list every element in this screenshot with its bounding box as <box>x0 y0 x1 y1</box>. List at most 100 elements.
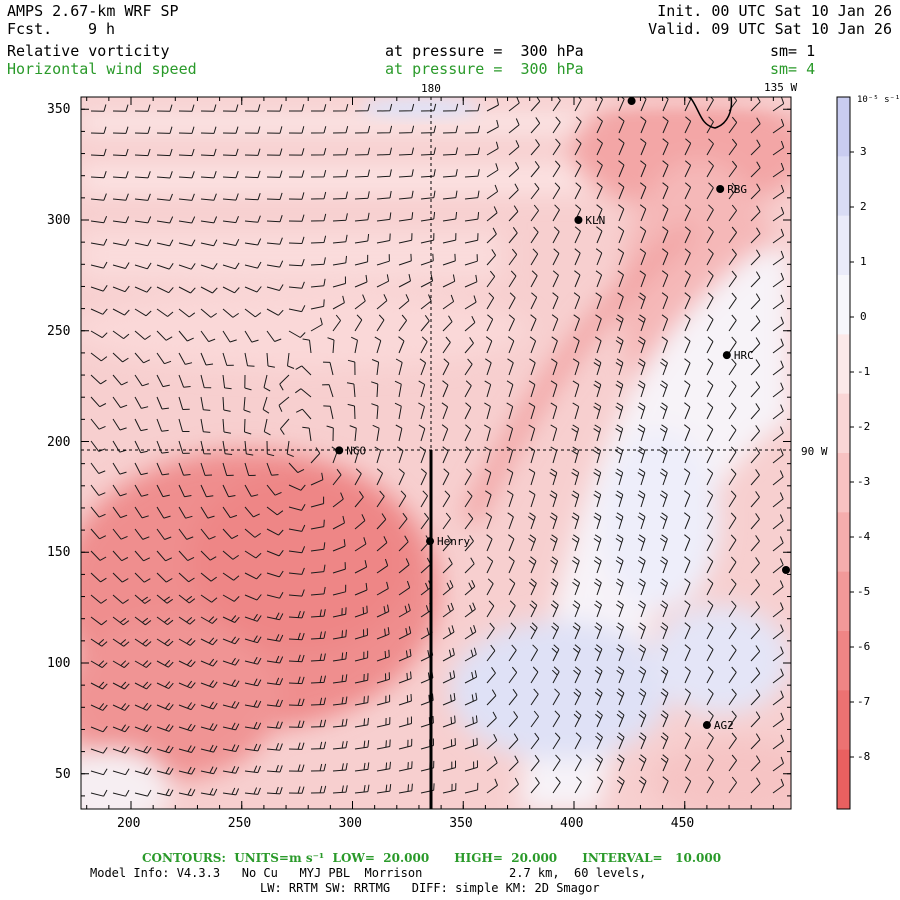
wind-barb <box>90 660 108 669</box>
wind-barb <box>420 211 436 222</box>
wind-barb <box>442 580 454 596</box>
wind-barb <box>706 292 714 310</box>
wind-barb <box>266 126 283 134</box>
wind-barb <box>222 440 233 455</box>
wind-barb <box>288 654 305 663</box>
wind-barb <box>660 666 669 684</box>
wind-barb <box>266 440 275 457</box>
wind-barb <box>662 226 669 244</box>
wind-barb <box>684 402 691 420</box>
wind-barb <box>134 550 151 562</box>
wind-barb <box>156 374 170 388</box>
wind-barb <box>572 358 580 376</box>
wind-barb <box>419 358 427 376</box>
meridian-right-label: 135 W <box>764 81 798 94</box>
wind-barb <box>178 788 196 797</box>
wind-barb <box>376 761 391 772</box>
wind-barb <box>464 535 474 552</box>
wind-barb <box>420 315 430 332</box>
wind-barb <box>506 424 514 442</box>
wind-barb <box>420 512 430 530</box>
wind-barb <box>706 424 714 442</box>
wind-barb <box>772 624 784 640</box>
wind-barb <box>616 622 624 640</box>
wind-barb <box>156 745 174 754</box>
wind-barb <box>244 286 262 293</box>
wind-barb <box>684 138 692 156</box>
wind-barb <box>772 360 784 376</box>
wind-barb <box>156 528 172 540</box>
plot-frame <box>80 96 792 810</box>
wind-barb <box>442 760 456 772</box>
wind-barb <box>398 336 405 354</box>
wind-barb <box>574 754 582 772</box>
wind-barb <box>750 381 761 398</box>
wind-barb <box>354 582 368 596</box>
wind-barb <box>485 336 493 354</box>
wind-barb <box>420 274 434 288</box>
wind-barb <box>772 404 784 420</box>
wind-barb <box>464 147 480 156</box>
wind-barb <box>244 550 262 559</box>
wind-barb <box>398 490 407 508</box>
wind-barb <box>222 308 239 318</box>
wind-barb <box>311 104 327 112</box>
wind-barb <box>266 786 283 795</box>
wind-barb <box>134 216 152 224</box>
wind-barb <box>266 462 279 476</box>
wind-barb <box>662 97 669 112</box>
wind-barb <box>266 308 284 316</box>
wind-barb <box>442 169 458 178</box>
wind-barb <box>549 512 558 530</box>
wind-barb <box>750 97 761 112</box>
wind-barb <box>684 578 691 596</box>
wind-barb <box>728 402 737 420</box>
wind-barb <box>332 763 348 772</box>
station-markers: RBG KLN HRC NCO Henry AG2 <box>335 97 790 732</box>
wind-barb <box>728 534 737 552</box>
wind-barb <box>617 270 624 288</box>
wind-barb <box>376 468 384 486</box>
wind-barb <box>464 692 478 706</box>
wind-barb <box>464 402 472 420</box>
wind-barb <box>508 622 517 640</box>
wind-barb <box>728 358 737 376</box>
field2-smoothing: sm= 4 <box>770 60 816 78</box>
wind-barb <box>178 723 196 732</box>
wind-barb <box>376 649 390 662</box>
wind-barb <box>90 768 108 776</box>
wind-barb <box>332 191 348 200</box>
wind-barb <box>112 703 130 711</box>
wind-barb <box>266 591 284 599</box>
wind-barb <box>508 666 518 684</box>
wind-barb <box>156 330 173 341</box>
wind-barb <box>178 126 195 134</box>
wind-barb <box>332 515 345 530</box>
wind-barb <box>398 535 409 552</box>
wind-barb <box>574 138 582 156</box>
field2-level: at pressure = 300 hPa <box>385 60 584 78</box>
wind-barb <box>302 426 312 442</box>
wind-barb <box>549 490 558 508</box>
wind-barb <box>573 314 580 332</box>
wind-barb <box>442 147 458 156</box>
wind-barb <box>244 126 261 134</box>
y-tick-label: 300 <box>47 213 71 228</box>
wind-barb <box>200 263 218 270</box>
wind-barb <box>398 558 410 574</box>
wind-barb <box>637 424 646 442</box>
wind-barb <box>596 116 603 134</box>
wind-barb <box>112 594 129 604</box>
wind-barb <box>464 103 481 112</box>
wind-barb <box>266 506 284 516</box>
wind-barb <box>288 632 305 641</box>
wind-barb <box>420 336 428 354</box>
wind-barb <box>594 578 602 596</box>
wind-barb <box>552 754 561 772</box>
valid-time: Valid. 09 UTC Sat 10 Jan 26 <box>648 20 892 38</box>
wind-barb <box>244 765 261 774</box>
wind-barb <box>661 248 669 266</box>
wind-barb <box>618 138 625 156</box>
contours-info: CONTOURS: UNITS=m s⁻¹ LOW= 20.000 HIGH= … <box>142 851 722 865</box>
wind-barb <box>310 147 327 156</box>
